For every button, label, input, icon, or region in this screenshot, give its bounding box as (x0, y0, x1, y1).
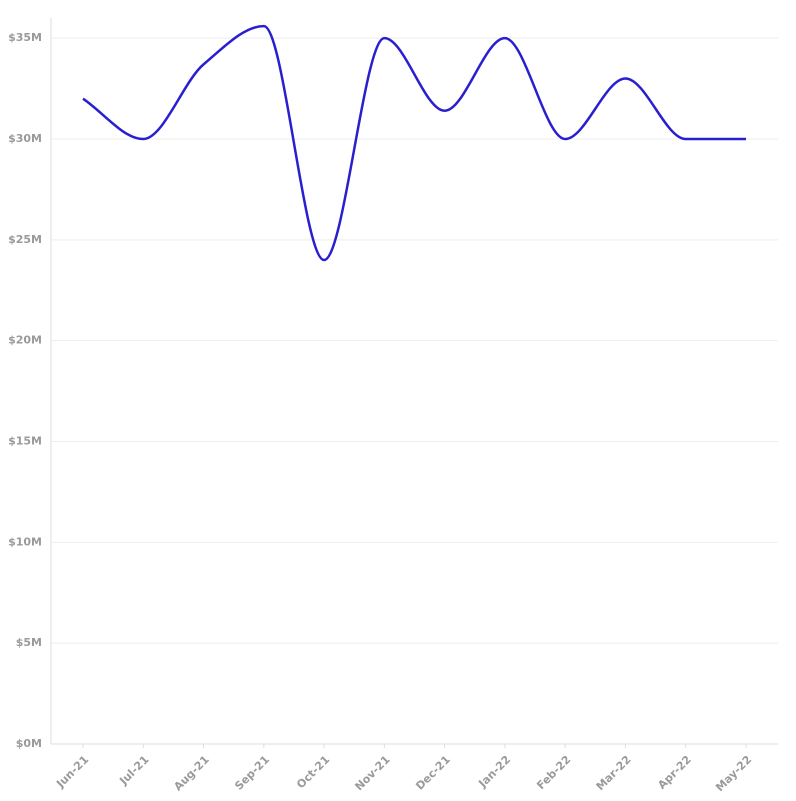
x-tick-label: Jul-21 (116, 753, 151, 788)
x-tick-label: Aug-21 (171, 753, 211, 793)
y-tick-label: $10M (8, 535, 42, 548)
y-tick-label: $35M (8, 31, 42, 44)
x-tick-label: Feb-22 (534, 753, 573, 792)
x-tick-label: Apr-22 (655, 753, 694, 792)
x-tick-label: Oct-21 (294, 753, 332, 791)
x-tick-label: Jun-21 (53, 753, 91, 791)
line (82, 24, 746, 262)
y-tick-label: $20M (8, 334, 42, 347)
y-tick-label: $5M (16, 636, 42, 649)
x-tick-label: Dec-21 (413, 753, 453, 793)
x-tick-label: Mar-22 (594, 753, 634, 793)
x-tick-label: May-22 (713, 753, 754, 794)
y-tick-label: $30M (8, 132, 42, 145)
y-tick-label: $0M (16, 737, 42, 750)
x-tick-label: Nov-21 (352, 753, 392, 793)
x-tick-label: Sep-21 (232, 753, 272, 793)
y-tick-label: $15M (8, 435, 42, 448)
y-tick-label: $25M (8, 233, 42, 246)
x-tick-label: Jan-22 (476, 753, 514, 791)
